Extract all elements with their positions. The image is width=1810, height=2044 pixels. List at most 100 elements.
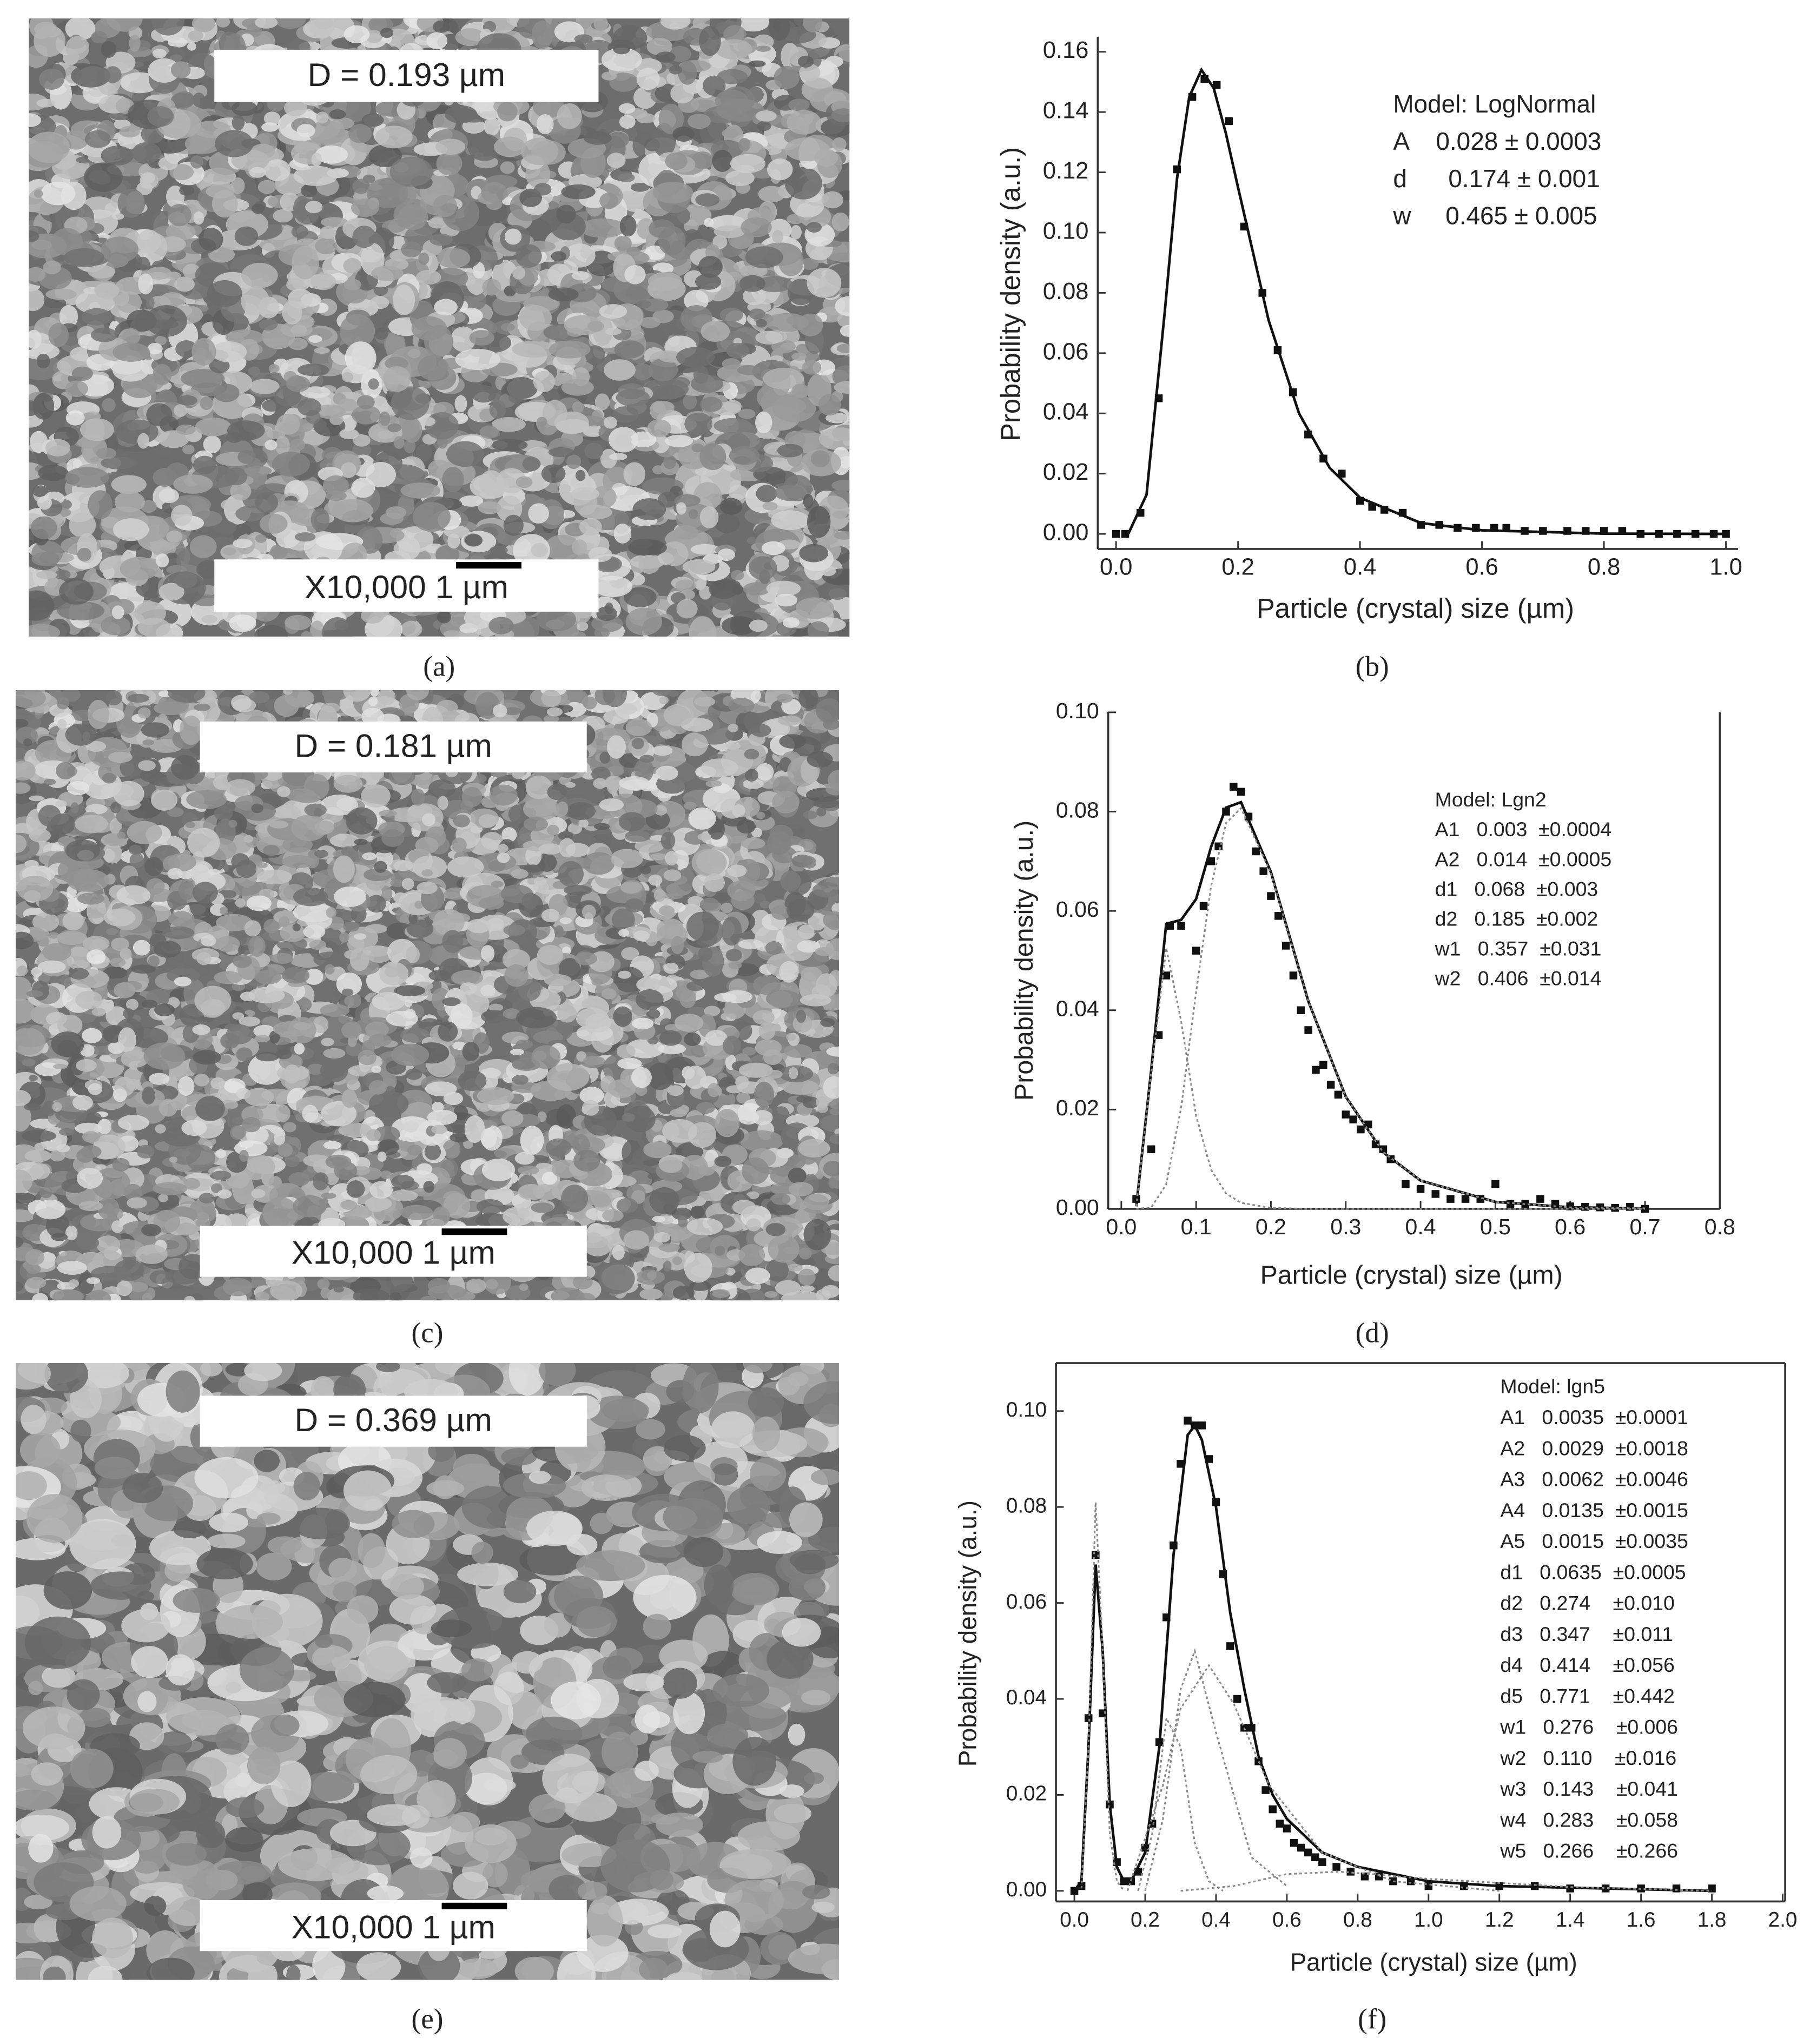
sem-grain xyxy=(652,309,674,323)
sem-grain xyxy=(551,251,567,262)
sem-grain xyxy=(607,131,630,148)
sem-grain xyxy=(763,368,804,389)
sem-grain xyxy=(175,571,197,588)
sem-grain xyxy=(489,400,506,419)
sem-grain xyxy=(385,506,407,519)
sem-grain xyxy=(77,547,92,562)
sem-grain xyxy=(840,325,850,337)
sem-grain xyxy=(599,304,627,319)
sem-grain xyxy=(146,403,173,427)
sem-grain xyxy=(831,108,850,122)
sem-grain xyxy=(630,182,650,192)
sem-grain xyxy=(699,25,721,56)
sem-grain xyxy=(556,204,576,224)
sem-grain xyxy=(188,30,203,42)
sem-grain xyxy=(221,499,242,511)
sem-grain xyxy=(65,380,88,398)
sem-grain xyxy=(368,144,402,168)
sem-grain xyxy=(147,267,172,280)
sem-grain xyxy=(807,222,822,233)
sem-grain xyxy=(512,266,525,280)
sem-grain xyxy=(320,226,336,240)
sem-grain xyxy=(301,184,318,197)
sem-grain xyxy=(818,427,850,451)
sem-grain xyxy=(201,615,217,624)
sem-grain xyxy=(566,454,582,469)
sem-grain xyxy=(604,416,617,429)
sem-grain xyxy=(503,514,524,536)
sem-grain xyxy=(459,495,484,507)
sem-grain xyxy=(385,356,408,371)
sem-grain xyxy=(207,280,242,307)
sem-grain xyxy=(365,462,396,487)
sem-grain xyxy=(170,54,182,62)
sem-grain xyxy=(59,305,78,329)
sem-grain xyxy=(396,526,434,553)
sem-grain xyxy=(748,556,777,580)
sem-grain xyxy=(716,98,764,122)
sem-grain xyxy=(270,544,288,559)
sem-grain xyxy=(114,491,145,513)
sem-grain xyxy=(741,217,772,237)
sem-grain xyxy=(787,214,805,224)
sem-grain xyxy=(799,63,821,82)
sem-grain xyxy=(158,156,178,170)
sem-grain xyxy=(224,467,248,486)
sem-grain xyxy=(45,288,77,300)
sem-grain xyxy=(638,554,660,574)
sem-grain xyxy=(387,423,401,433)
sem-grain xyxy=(404,439,416,453)
sem-grain xyxy=(709,580,738,599)
sem-grain xyxy=(227,420,265,441)
sem-grain xyxy=(616,389,650,407)
sem-grain xyxy=(643,378,689,400)
sem-grain xyxy=(371,266,404,281)
sem-grain xyxy=(729,446,760,465)
sem-grain xyxy=(442,1140,461,1159)
sem-grain xyxy=(469,330,494,346)
sem-grain xyxy=(59,578,94,605)
sem-grain xyxy=(331,117,354,129)
sem-grain xyxy=(291,225,309,239)
sem-grain xyxy=(351,199,379,217)
sem-grain xyxy=(717,548,735,561)
sem-grain xyxy=(797,313,823,336)
sem-grain xyxy=(29,431,48,453)
sem-grain xyxy=(48,932,60,939)
sem-grain xyxy=(351,405,381,425)
sem-grain xyxy=(434,299,458,316)
sem-grain xyxy=(257,180,276,194)
sem-grain xyxy=(758,186,785,203)
sem-grain xyxy=(531,21,553,50)
sem-grain xyxy=(561,379,594,396)
sem-grain xyxy=(249,167,266,178)
sem-grain xyxy=(669,65,683,75)
sem-grain xyxy=(146,296,155,310)
sem-grain xyxy=(254,625,288,637)
sem-grain xyxy=(259,319,278,331)
sem-grain xyxy=(767,158,793,181)
sem-grain xyxy=(129,852,144,869)
sem-grain xyxy=(738,408,756,419)
sem-grain xyxy=(428,217,447,229)
sem-grain xyxy=(255,18,278,29)
sem-grain xyxy=(213,520,237,535)
sem-grain xyxy=(636,68,660,90)
sem-grain xyxy=(148,58,181,83)
sem-grain xyxy=(244,465,272,477)
sem-grain xyxy=(504,707,521,716)
sem-grain xyxy=(522,457,540,472)
sem-grain xyxy=(658,492,678,508)
sem-grain xyxy=(690,969,709,980)
sem-grain xyxy=(601,48,642,72)
sem-grain xyxy=(724,400,742,413)
sem-grain xyxy=(791,383,809,399)
sem-grain xyxy=(593,18,609,31)
sem-grain xyxy=(520,137,559,166)
sem-grain xyxy=(222,547,236,555)
sem-grain xyxy=(307,1063,325,1075)
sem-grain xyxy=(32,393,55,420)
sem-grain xyxy=(96,447,117,460)
sem-grain xyxy=(636,113,656,124)
sem-grain xyxy=(343,25,370,43)
